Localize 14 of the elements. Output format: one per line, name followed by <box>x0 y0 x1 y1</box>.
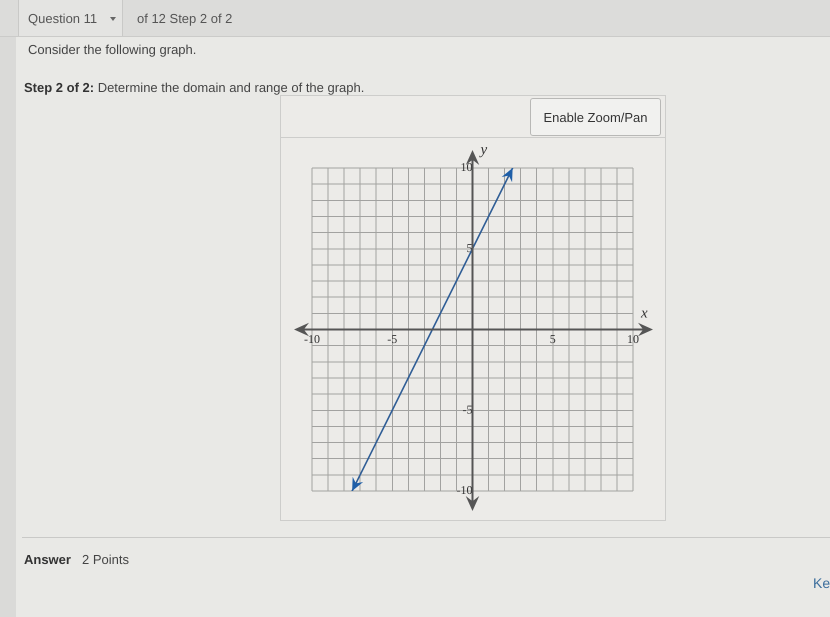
x-tick-label: -10 <box>304 332 320 346</box>
x-tick-label: -5 <box>387 332 398 346</box>
text: 2 Points <box>82 552 129 567</box>
text: Step 2 of 2: Determine the domain and range of the graph. <box>24 80 364 95</box>
text: Consider the following graph. <box>28 42 196 57</box>
text: Answer <box>24 552 71 567</box>
text: Question 11 <box>28 11 98 26</box>
text: of 12 Step 2 of 2 <box>137 11 232 26</box>
text: Enable Zoom/Pan <box>530 98 661 136</box>
x-axis-title: x <box>640 306 648 322</box>
x-tick-label: 10 <box>627 332 639 346</box>
y-axis-title: y <box>478 142 488 158</box>
x-tick-label: 5 <box>550 332 556 346</box>
text: Ke <box>813 575 830 591</box>
